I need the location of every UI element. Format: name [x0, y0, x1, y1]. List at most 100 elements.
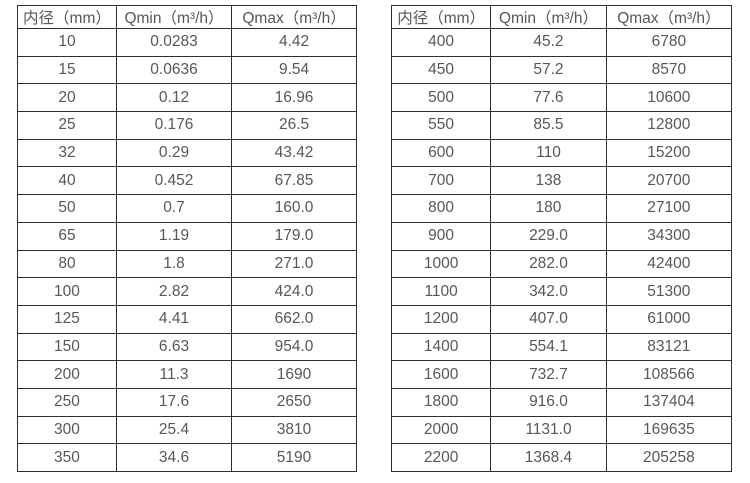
table-cell: 1000 — [390, 249, 492, 279]
table-cell: 342.0 — [490, 277, 607, 306]
table-cell: 1800 — [390, 387, 492, 417]
table-cell: 25 — [17, 111, 117, 140]
table-cell: 43.42 — [231, 138, 357, 168]
table-cell: 138 — [490, 166, 607, 196]
flow-table: 内径（mm） Qmin（m³/h） Qmax（m³/h） 400 45.2 6780 45… — [390, 5, 733, 472]
table-header-row: 内径（mm） Qmin（m³/h） Qmax（m³/h） — [390, 5, 733, 29]
table-cell: 61000 — [605, 304, 733, 334]
table-cell: 900 — [390, 221, 492, 251]
flow-table-large-diameter: 内径（mm） Qmin（m³/h） Qmax（m³/h） 400 45.2 6780 45… — [390, 5, 733, 472]
table-row: 700 138 20700 — [390, 166, 733, 196]
table-cell: 42400 — [605, 249, 733, 279]
column-header: 内径（mm） — [17, 5, 117, 29]
table-row: 1600 732.7 108566 — [390, 360, 733, 389]
table-cell: 40 — [17, 166, 117, 196]
table-row: 900 229.0 34300 — [390, 221, 733, 251]
table-cell: 160.0 — [231, 194, 357, 223]
column-header: Qmax（m³/h） — [231, 5, 357, 29]
column-header: Qmin（m³/h） — [490, 5, 607, 29]
table-cell: 0.176 — [115, 111, 233, 140]
table-cell: 0.0283 — [115, 28, 233, 57]
table-row: 1000 282.0 42400 — [390, 249, 733, 279]
table-cell: 65 — [17, 221, 117, 251]
table-cell: 450 — [390, 55, 492, 85]
table-cell: 6780 — [605, 28, 733, 57]
table-cell: 15200 — [605, 138, 733, 168]
table-row: 100 2.82 424.0 — [17, 277, 357, 306]
flow-table: 内径（mm） Qmin（m³/h） Qmax（m³/h） 10 0.0283 4.42 1… — [17, 5, 357, 472]
table-row: 1100 342.0 51300 — [390, 277, 733, 306]
table-cell: 300 — [17, 415, 117, 445]
table-row: 450 57.2 8570 — [390, 55, 733, 85]
table-row: 550 85.5 12800 — [390, 111, 733, 140]
table-cell: 0.7 — [115, 194, 233, 223]
table-cell: 51300 — [605, 277, 733, 306]
table-cell: 25.4 — [115, 415, 233, 445]
table-cell: 108566 — [605, 360, 733, 389]
table-row: 1800 916.0 137404 — [390, 387, 733, 417]
table-cell: 0.12 — [115, 83, 233, 113]
table-cell: 3810 — [231, 415, 357, 445]
table-body: 10 0.0283 4.42 15 0.0636 9.54 20 0.12 16.96 25 0.1… — [17, 28, 357, 472]
table-header-row: 内径（mm） Qmin（m³/h） Qmax（m³/h） — [17, 5, 357, 29]
table-row: 20 0.12 16.96 — [17, 83, 357, 113]
table-cell: 9.54 — [231, 55, 357, 85]
table-cell: 45.2 — [490, 28, 607, 57]
table-cell: 77.6 — [490, 83, 607, 113]
table-cell: 16.96 — [231, 83, 357, 113]
table-cell: 50 — [17, 194, 117, 223]
table-cell: 1600 — [390, 360, 492, 389]
table-cell: 12800 — [605, 111, 733, 140]
table-row: 32 0.29 43.42 — [17, 138, 357, 168]
table-row: 800 180 27100 — [390, 194, 733, 223]
table-cell: 916.0 — [490, 387, 607, 417]
table-cell: 180 — [490, 194, 607, 223]
table-cell: 229.0 — [490, 221, 607, 251]
table-header: 内径（mm） Qmin（m³/h） Qmax（m³/h） — [390, 5, 733, 29]
table-cell: 85.5 — [490, 111, 607, 140]
table-cell: 282.0 — [490, 249, 607, 279]
table-row: 15 0.0636 9.54 — [17, 55, 357, 85]
table-cell: 732.7 — [490, 360, 607, 389]
table-cell: 80 — [17, 249, 117, 279]
table-cell: 17.6 — [115, 387, 233, 417]
table-row: 1400 554.1 83121 — [390, 332, 733, 362]
table-cell: 4.42 — [231, 28, 357, 57]
table-row: 400 45.2 6780 — [390, 28, 733, 57]
table-cell: 662.0 — [231, 304, 357, 334]
table-cell: 57.2 — [490, 55, 607, 85]
table-cell: 1100 — [390, 277, 492, 306]
table-cell: 500 — [390, 83, 492, 113]
table-cell: 8570 — [605, 55, 733, 85]
table-cell: 32 — [17, 138, 117, 168]
table-cell: 554.1 — [490, 332, 607, 362]
table-cell: 0.0636 — [115, 55, 233, 85]
table-cell: 15 — [17, 55, 117, 85]
table-cell: 250 — [17, 387, 117, 417]
table-cell: 10600 — [605, 83, 733, 113]
table-cell: 400 — [390, 28, 492, 57]
table-cell: 1.8 — [115, 249, 233, 279]
table-cell: 100 — [17, 277, 117, 306]
table-cell: 34.6 — [115, 443, 233, 472]
table-row: 600 110 15200 — [390, 138, 733, 168]
table-row: 40 0.452 67.85 — [17, 166, 357, 196]
table-cell: 110 — [490, 138, 607, 168]
flow-table-small-diameter: 内径（mm） Qmin（m³/h） Qmax（m³/h） 10 0.0283 4.42 1… — [17, 5, 357, 472]
table-row: 200 11.3 1690 — [17, 360, 357, 389]
table-row: 125 4.41 662.0 — [17, 304, 357, 334]
table-cell: 2200 — [390, 443, 492, 472]
table-cell: 200 — [17, 360, 117, 389]
table-cell: 34300 — [605, 221, 733, 251]
table-cell: 26.5 — [231, 111, 357, 140]
column-header: Qmax（m³/h） — [605, 5, 733, 29]
table-cell: 20700 — [605, 166, 733, 196]
table-cell: 150 — [17, 332, 117, 362]
table-cell: 1368.4 — [490, 443, 607, 472]
table-cell: 350 — [17, 443, 117, 472]
table-cell: 1131.0 — [490, 415, 607, 445]
table-cell: 954.0 — [231, 332, 357, 362]
table-cell: 137404 — [605, 387, 733, 417]
table-cell: 800 — [390, 194, 492, 223]
